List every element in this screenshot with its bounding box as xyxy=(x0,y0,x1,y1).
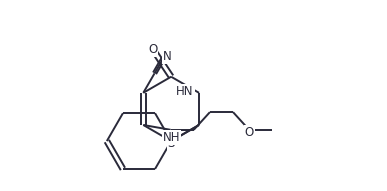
Text: HN: HN xyxy=(176,85,194,98)
Text: NH: NH xyxy=(163,131,180,144)
Text: O: O xyxy=(148,43,158,56)
Text: N: N xyxy=(163,50,171,63)
Text: O: O xyxy=(245,126,254,139)
Text: S: S xyxy=(168,137,175,150)
